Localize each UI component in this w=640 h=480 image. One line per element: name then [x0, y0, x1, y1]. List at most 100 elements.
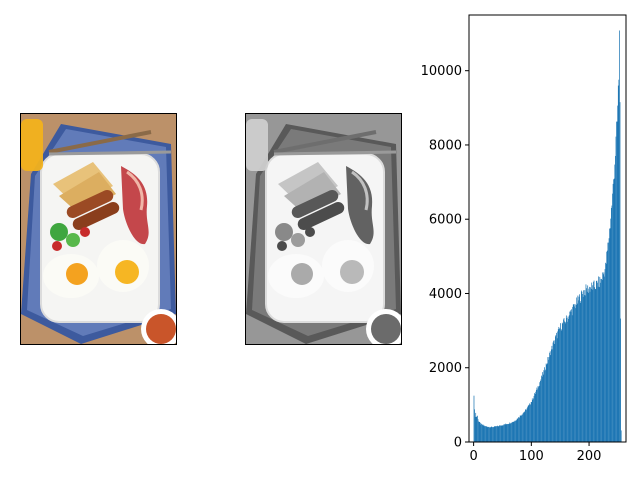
histogram-bar [564, 323, 566, 442]
histogram-bar [602, 274, 604, 442]
histogram-bar [526, 410, 527, 442]
histogram-bar [557, 331, 559, 442]
histogram-bar [556, 338, 558, 442]
histogram-bar [481, 424, 483, 442]
histogram-bar [550, 349, 552, 442]
histogram-bar [522, 414, 523, 442]
histogram-bar [582, 296, 584, 442]
histogram-bar [537, 389, 538, 442]
histogram-bar [565, 321, 567, 442]
histogram-bar [608, 242, 609, 442]
histogram-bar [573, 304, 575, 442]
histogram-bar [488, 426, 490, 442]
histogram-bar [579, 302, 581, 442]
histogram-bar [559, 328, 561, 442]
histogram-bar [613, 178, 615, 442]
histogram-bar [571, 315, 573, 442]
histogram-bar [617, 105, 619, 442]
x-tick-label: 200 [577, 449, 602, 464]
histogram-bar [533, 395, 535, 442]
histogram-bar [614, 164, 616, 442]
y-axis-ticks: 0 2000 4000 6000 8000 10000 [421, 64, 469, 451]
histogram-bar [578, 300, 579, 442]
histogram-bar [541, 376, 543, 442]
histogram-bar [508, 423, 509, 442]
histogram-bar [554, 340, 556, 442]
histogram-bar [498, 426, 500, 442]
histogram-bar [585, 295, 586, 442]
histogram-bar [509, 422, 511, 442]
histogram-bar [523, 412, 524, 442]
histogram-bar [499, 425, 501, 442]
histogram-bar [491, 426, 493, 442]
histogram-bar [485, 426, 487, 442]
histogram-bar [607, 242, 609, 442]
histogram-bar [590, 287, 591, 442]
histogram-bar [587, 292, 589, 442]
histogram-bar [532, 400, 534, 442]
histogram-bar [564, 321, 565, 442]
histogram-bar [600, 278, 602, 442]
histogram-bar [597, 286, 599, 442]
histogram-bar [594, 288, 596, 442]
y-tick-label: 10000 [421, 64, 462, 79]
histogram-bar [553, 344, 555, 442]
histogram-bar [616, 121, 617, 442]
histogram-bar [534, 393, 535, 442]
histogram-bar [493, 426, 495, 442]
histogram-bar [558, 326, 560, 442]
histogram-bar [601, 279, 602, 442]
histogram-bar [568, 315, 570, 442]
histogram-bar [559, 328, 560, 442]
histogram-bar [620, 430, 622, 442]
histogram-bar [515, 420, 516, 442]
histogram-bar [492, 427, 494, 442]
histogram-bar [605, 262, 606, 442]
histogram-bar [608, 238, 610, 442]
x-tick-label: 100 [519, 449, 544, 464]
histogram-bar [518, 417, 519, 442]
histogram-bar [486, 426, 488, 442]
histogram-bar [479, 422, 481, 442]
histogram-bar [555, 335, 557, 442]
histogram-bar [574, 304, 576, 442]
histogram-bar [477, 415, 478, 442]
histogram-bar [529, 403, 530, 442]
histogram-bar [496, 426, 497, 442]
histogram-bar [612, 193, 613, 442]
histogram-bar [560, 330, 562, 442]
histogram-bar [581, 291, 583, 442]
histogram-bar [493, 427, 494, 442]
histogram-bar [600, 282, 601, 442]
histogram-bar [489, 427, 491, 442]
histogram-bar [474, 409, 475, 442]
histogram-bar [497, 426, 499, 442]
histogram-bar [518, 417, 520, 442]
histogram-bar [530, 402, 532, 442]
histogram-bar [552, 349, 553, 442]
histogram-bar [583, 290, 585, 442]
histogram-bar [530, 404, 531, 442]
histogram-bar [549, 352, 550, 442]
histogram-bar [512, 421, 514, 442]
histogram-bar [580, 290, 582, 442]
histogram-bar [485, 426, 486, 442]
histogram-bar [535, 391, 537, 442]
histogram-bar [556, 332, 557, 442]
breakfast-plate-photo-grayscale [246, 114, 401, 344]
histogram-bar [477, 419, 479, 442]
histogram-bar [546, 364, 548, 442]
histogram-bar [568, 319, 570, 442]
histogram-bar [519, 415, 521, 442]
histogram-bar [480, 424, 482, 442]
histogram-bar [590, 288, 592, 442]
histogram-bar [572, 304, 574, 442]
histogram-bar [561, 329, 563, 442]
histogram-bar [482, 424, 484, 442]
histogram-bar [537, 386, 539, 442]
color-photo-panel [20, 113, 177, 345]
histogram-bar [602, 272, 604, 442]
histogram-bar [593, 281, 594, 442]
histogram-bar [496, 426, 498, 442]
histogram-bar [511, 422, 512, 442]
